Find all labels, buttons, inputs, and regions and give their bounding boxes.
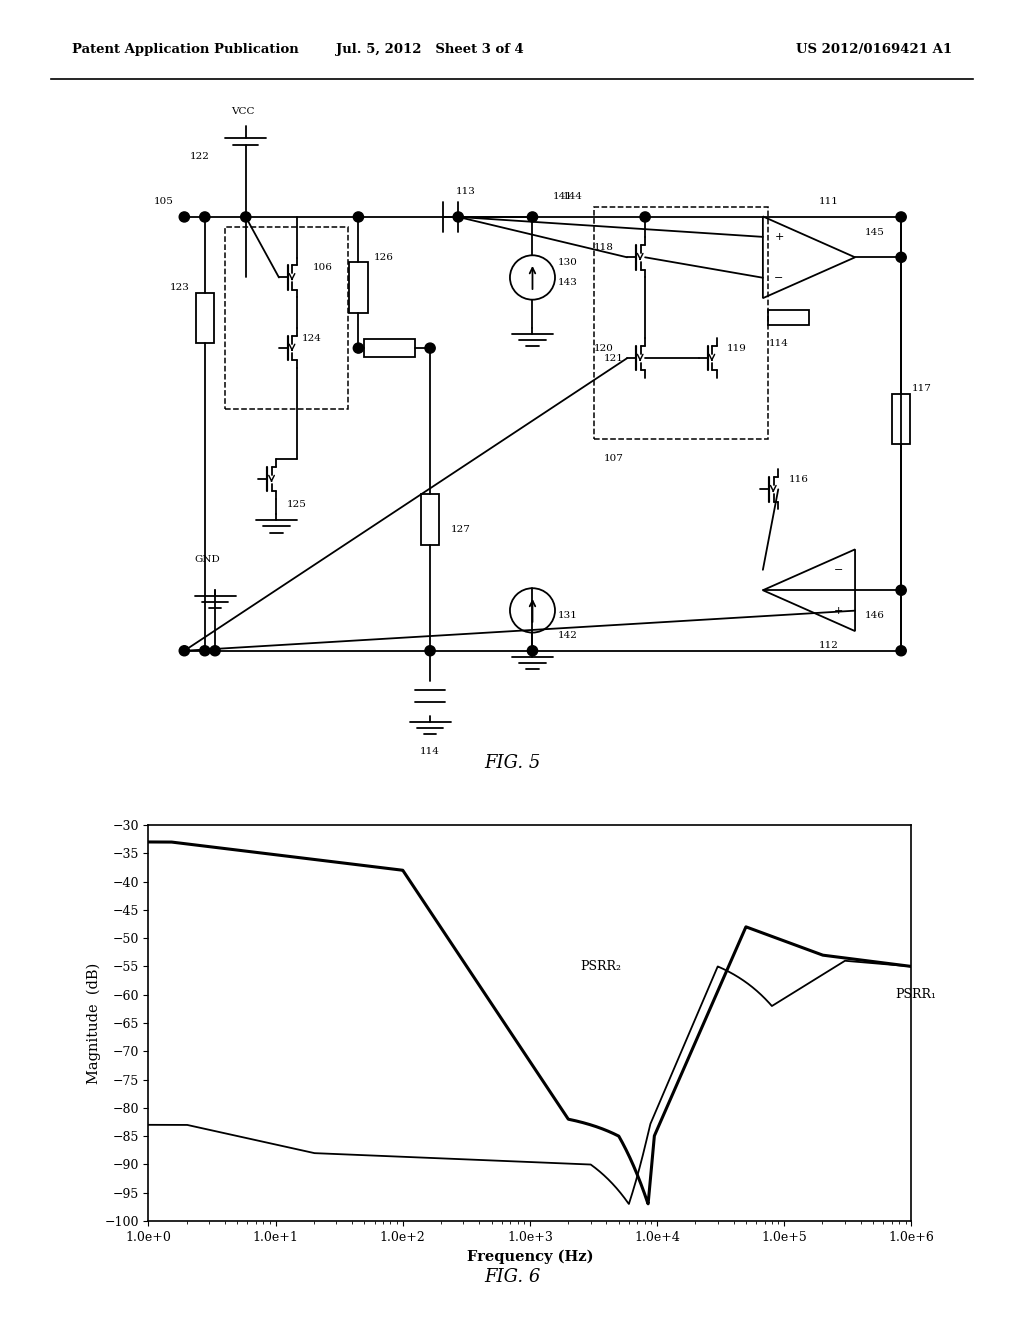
Text: 106: 106 xyxy=(312,263,332,272)
Text: Patent Application Publication: Patent Application Publication xyxy=(72,44,298,57)
Bar xyxy=(225,227,348,409)
Text: +: + xyxy=(835,606,844,615)
Text: US 2012/0169421 A1: US 2012/0169421 A1 xyxy=(797,44,952,57)
Text: 113: 113 xyxy=(456,187,475,197)
Circle shape xyxy=(425,343,435,354)
Circle shape xyxy=(425,645,435,656)
Text: 142: 142 xyxy=(558,631,578,640)
Text: FIG. 5: FIG. 5 xyxy=(483,754,541,772)
Text: 114: 114 xyxy=(420,747,440,756)
Text: VCC: VCC xyxy=(231,107,254,116)
Circle shape xyxy=(200,213,210,222)
Text: 105: 105 xyxy=(155,197,174,206)
Circle shape xyxy=(353,213,364,222)
Text: 116: 116 xyxy=(788,475,808,483)
Text: FIG. 6: FIG. 6 xyxy=(483,1269,541,1286)
Circle shape xyxy=(896,645,906,656)
Text: 126: 126 xyxy=(374,253,393,261)
Bar xyxy=(349,263,368,313)
Circle shape xyxy=(527,645,538,656)
Text: 125: 125 xyxy=(287,500,306,510)
Circle shape xyxy=(179,213,189,222)
Text: 130: 130 xyxy=(558,257,578,267)
Text: 122: 122 xyxy=(190,152,210,161)
Text: 120: 120 xyxy=(594,343,613,352)
Bar xyxy=(892,393,910,444)
Text: PSRR₂: PSRR₂ xyxy=(581,960,622,973)
Circle shape xyxy=(527,213,538,222)
Text: PSRR₁: PSRR₁ xyxy=(895,989,937,1001)
Text: 114: 114 xyxy=(768,338,788,347)
Circle shape xyxy=(210,645,220,656)
Circle shape xyxy=(896,585,906,595)
Text: GND: GND xyxy=(195,556,220,565)
Circle shape xyxy=(640,213,650,222)
Text: Jul. 5, 2012   Sheet 3 of 4: Jul. 5, 2012 Sheet 3 of 4 xyxy=(336,44,524,57)
Text: +: + xyxy=(774,232,783,242)
Circle shape xyxy=(896,213,906,222)
Text: 111: 111 xyxy=(819,197,839,206)
Text: 141: 141 xyxy=(553,193,572,201)
Text: 124: 124 xyxy=(302,334,322,342)
Text: 145: 145 xyxy=(865,227,885,236)
Text: 144: 144 xyxy=(563,193,583,201)
Bar xyxy=(421,495,439,545)
Y-axis label: Magnitude  (dB): Magnitude (dB) xyxy=(87,962,101,1084)
Circle shape xyxy=(241,213,251,222)
Text: 131: 131 xyxy=(558,611,578,620)
Text: 127: 127 xyxy=(451,525,470,535)
Circle shape xyxy=(179,645,189,656)
Bar xyxy=(364,339,415,358)
Bar xyxy=(768,310,809,326)
Circle shape xyxy=(896,252,906,263)
Text: −: − xyxy=(774,273,783,282)
Text: 146: 146 xyxy=(865,611,885,620)
Text: 112: 112 xyxy=(819,642,839,651)
Text: 121: 121 xyxy=(604,354,624,363)
Text: 143: 143 xyxy=(558,279,578,286)
Circle shape xyxy=(353,343,364,354)
Circle shape xyxy=(200,645,210,656)
Text: −: − xyxy=(835,565,844,574)
Circle shape xyxy=(453,213,464,222)
Bar xyxy=(196,293,214,343)
Text: 118: 118 xyxy=(594,243,613,252)
Text: 119: 119 xyxy=(727,343,746,352)
Text: 117: 117 xyxy=(911,384,931,393)
Bar xyxy=(594,207,768,438)
Text: 107: 107 xyxy=(604,454,624,463)
X-axis label: Frequency (Hz): Frequency (Hz) xyxy=(467,1249,593,1263)
Text: 123: 123 xyxy=(170,282,189,292)
